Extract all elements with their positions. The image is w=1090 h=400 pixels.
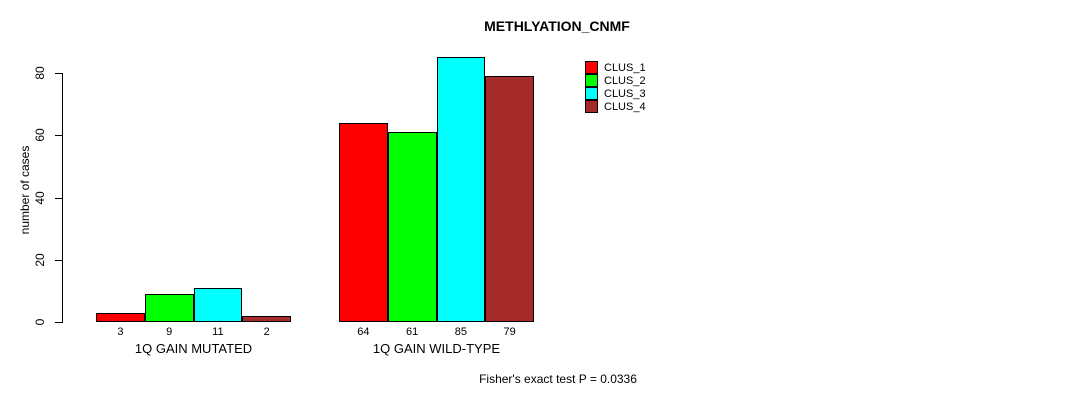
bar-CLUS_4-group2	[485, 76, 534, 322]
y-axis-tick-label: 80	[33, 66, 47, 80]
bar-value-label: 64	[357, 326, 370, 338]
y-axis-tick	[55, 322, 62, 323]
y-axis-tick	[55, 259, 62, 261]
bar-value-label: 11	[212, 326, 224, 338]
bar-CLUS_3-group1	[193, 287, 243, 322]
legend-swatch-icon	[585, 87, 598, 100]
bar-CLUS_1-group2	[339, 122, 388, 322]
legend-label: CLUS_1	[604, 61, 646, 74]
bar-value-label: 61	[406, 326, 419, 338]
legend-swatch-icon	[585, 61, 598, 74]
legend-item-CLUS_1: CLUS_1	[585, 61, 646, 74]
legend-label: CLUS_3	[604, 87, 646, 100]
bar-CLUS_3-group2	[436, 57, 486, 322]
bar-value-label: 85	[454, 326, 467, 338]
bar-CLUS_4-group1	[242, 315, 291, 322]
y-axis-label: number of cases	[18, 145, 32, 235]
fisher-test-annotation: Fisher's exact test P = 0.0336	[479, 372, 637, 386]
y-axis-tick	[55, 197, 62, 199]
bar-value-label: 3	[117, 326, 124, 338]
y-axis-line	[62, 73, 63, 323]
legend-label: CLUS_4	[604, 100, 646, 113]
y-axis-tick-label: 40	[33, 190, 47, 205]
legend-label: CLUS_2	[604, 74, 646, 87]
category-label-group2: 1Q GAIN WILD-TYPE	[372, 341, 501, 356]
bar-CLUS_2-group1	[144, 293, 194, 322]
chart-title: METHLYATION_CNMF	[484, 18, 630, 34]
y-axis-tick	[55, 135, 62, 137]
bar-value-label: 2	[263, 326, 270, 338]
legend-swatch-icon	[585, 100, 598, 113]
legend-item-CLUS_3: CLUS_3	[585, 87, 646, 100]
y-axis-tick-label: 60	[33, 128, 47, 142]
legend-swatch-icon	[585, 74, 598, 87]
bar-value-label: 9	[166, 326, 173, 338]
bar-CLUS_2-group2	[387, 132, 437, 322]
legend: CLUS_1 CLUS_2 CLUS_3 CLUS_4	[585, 61, 646, 113]
y-axis-tick-label: 20	[33, 253, 47, 267]
y-axis-tick-label: 0	[33, 318, 47, 326]
bar-value-label: 79	[503, 326, 516, 338]
category-label-group1: 1Q GAIN MUTATED	[134, 341, 253, 356]
bar-CLUS_1-group1	[96, 312, 145, 322]
legend-item-CLUS_4: CLUS_4	[585, 100, 646, 113]
y-axis-tick	[55, 73, 62, 74]
legend-item-CLUS_2: CLUS_2	[585, 74, 646, 87]
